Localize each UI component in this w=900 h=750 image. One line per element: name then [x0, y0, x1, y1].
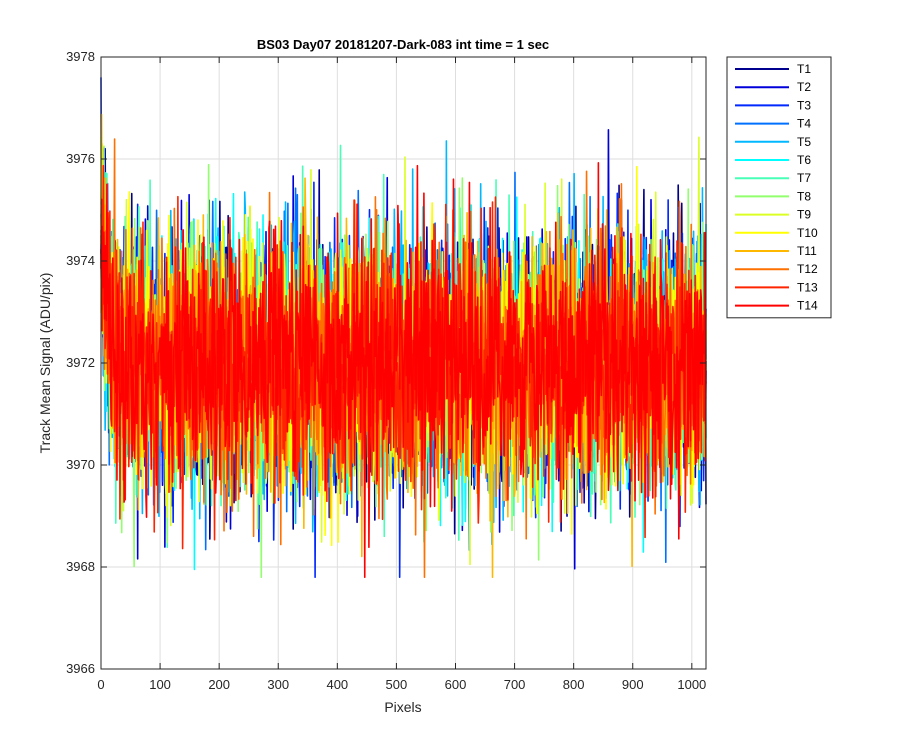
- y-axis-label: Track Mean Signal (ADU/pix): [37, 273, 53, 454]
- axis-ticks: 0 100 200 300 400 500 600 700 800 900 1000 3966 3968…: [66, 49, 706, 692]
- x-tick-label: 700: [504, 677, 526, 692]
- x-axis-label: Pixels: [384, 699, 421, 715]
- legend-label: T12: [797, 262, 818, 276]
- legend-label: T3: [797, 98, 811, 112]
- y-tick-label: 3974: [66, 253, 95, 268]
- x-tick-label: 100: [149, 677, 171, 692]
- series-layer: [100, 77, 707, 578]
- x-tick-label: 900: [622, 677, 644, 692]
- x-tick-label: 200: [208, 677, 230, 692]
- x-tick-label: 0: [97, 677, 104, 692]
- y-tick-label: 3966: [66, 661, 95, 676]
- legend-box: [726, 56, 832, 319]
- legend-label: T13: [797, 280, 818, 294]
- legend-label: T1: [797, 62, 811, 76]
- y-tick-label: 3976: [66, 151, 95, 166]
- legend-label: T9: [797, 208, 811, 222]
- y-tick-label: 3978: [66, 49, 95, 64]
- legend-label: T4: [797, 117, 811, 131]
- x-tick-label: 600: [445, 677, 467, 692]
- y-tick-label: 3970: [66, 457, 95, 472]
- x-tick-label: 400: [326, 677, 348, 692]
- legend-label: T7: [797, 171, 811, 185]
- legend-label: T5: [797, 135, 811, 149]
- legend-label: T10: [797, 226, 818, 240]
- legend-label: T11: [797, 244, 817, 258]
- legend-label: T6: [797, 153, 811, 167]
- series-line-t14: [100, 161, 707, 578]
- x-tick-label: 500: [386, 677, 408, 692]
- legend-label: T2: [797, 80, 811, 94]
- y-tick-label: 3968: [66, 559, 95, 574]
- x-tick-label: 300: [267, 677, 289, 692]
- x-tick-label: 1000: [677, 677, 706, 692]
- legend: T1 T2 T3 T4 T5 T6 T7 T8 T9 T10 T11 T12 T13 T14: [726, 56, 832, 319]
- chart-title: BS03 Day07 20181207-Dark-083 int time = …: [257, 37, 549, 52]
- x-tick-label: 800: [563, 677, 585, 692]
- legend-label: T14: [797, 299, 818, 313]
- legend-label: T8: [797, 189, 811, 203]
- y-tick-label: 3972: [66, 355, 95, 370]
